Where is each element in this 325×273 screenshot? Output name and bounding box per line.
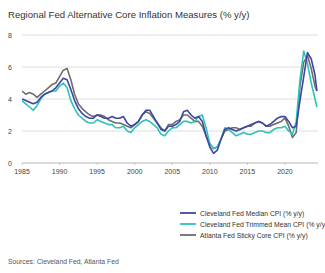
x-tick [59,163,60,165]
x-tick-label: 1995 [89,168,105,175]
x-tick [22,163,23,165]
x-tick [247,163,248,165]
grid-line [22,67,318,68]
legend-label: Cleveland Fed Trimmed Mean CPI (% y/y) [200,221,325,229]
x-tick-label: 2000 [127,168,143,175]
legend-swatch [180,212,196,214]
plot-lines [22,51,317,153]
y-tick-label: 6 [8,64,12,71]
legend-label: Atlanta Fed Sticky Core CPI (% y/y) [200,232,308,240]
legend-swatch [180,223,196,225]
x-tick-label: 1990 [52,168,68,175]
x-tick-label: 1985 [14,168,30,175]
x-tick [209,163,210,165]
y-tick-label: 0 [8,160,12,167]
grid-line [22,35,318,36]
y-tick-label: 2 [8,128,12,135]
source: Sources: Cleveland Fed, Atlanta Fed [8,258,119,265]
legend-label: Cleveland Fed Median CPI (% y/y) [200,210,304,218]
legend-swatch [180,234,196,236]
x-tick [284,163,285,165]
x-tick-label: 2020 [277,168,293,175]
y-tick-label: 8 [8,32,12,39]
x-tick [134,163,135,165]
grid-line [22,163,318,164]
x-axis [22,163,318,164]
title: Regional Fed Alternative Core Inflation … [8,9,250,20]
y-tick-label: 4 [8,96,12,103]
series-line [22,53,317,154]
chart: Regional Fed Alternative Core Inflation … [0,0,325,273]
x-tick [172,163,173,165]
grid-line [22,99,318,100]
x-tick-label: 2005 [164,168,180,175]
x-tick [97,163,98,165]
series-line [22,56,317,149]
x-tick-label: 2010 [202,168,218,175]
x-tick-label: 2015 [240,168,256,175]
series-line [22,51,317,149]
